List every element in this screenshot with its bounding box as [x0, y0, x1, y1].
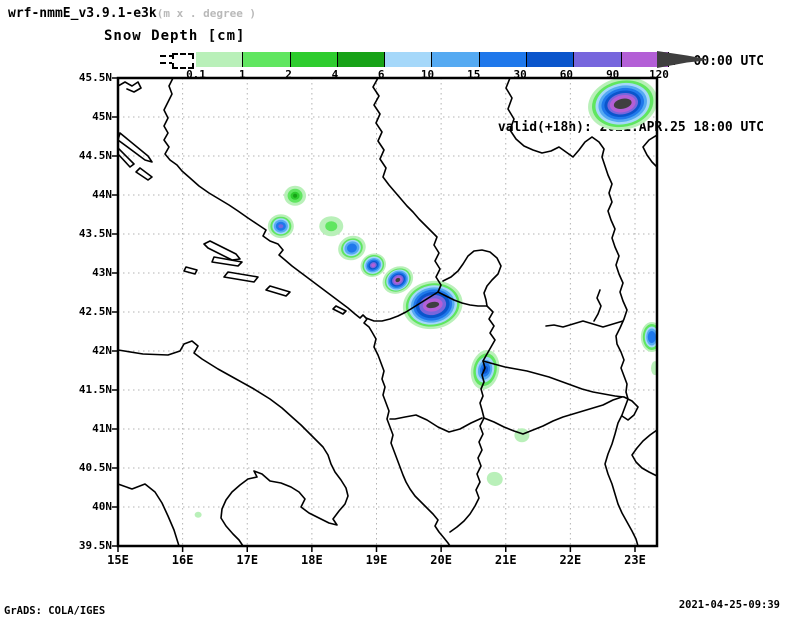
border-right-edge-wiggle — [642, 134, 657, 168]
colorbar-segment — [385, 52, 433, 67]
snow-feature-east-edge-green-dot — [651, 361, 657, 376]
grads-credit: GrADS: COLA/IGES — [4, 605, 106, 617]
island-vis — [183, 266, 198, 275]
island-hvar — [203, 240, 241, 261]
colorbar-segment — [337, 52, 386, 67]
lon-tick-label: 15E — [107, 553, 129, 567]
colorbar-tick-label: 6 — [377, 68, 385, 81]
island-brac — [211, 256, 243, 267]
island-mljet — [332, 305, 347, 315]
coastlines-and-borders — [118, 78, 657, 546]
plot-title: Snow Depth [cm] — [104, 28, 246, 44]
lat-tick-label: 41N — [92, 421, 112, 435]
border-serbia-bulgaria-branch — [545, 320, 624, 328]
colorbar-segment — [432, 52, 480, 67]
lon-tick-label: 18E — [301, 553, 323, 567]
colorbar-segment — [196, 52, 244, 67]
border-greece-macedonia-east — [483, 396, 623, 435]
lon-tick-label: 22E — [559, 553, 582, 567]
border-bulgaria-hook — [621, 396, 639, 421]
island-kvarner-3 — [135, 167, 153, 181]
colorbar-overflow-arrow-icon — [657, 51, 707, 68]
colorbar-segment — [479, 52, 528, 67]
lon-tick-label: 21E — [494, 553, 517, 567]
snow-feature-border-green-dot — [514, 428, 530, 443]
lat-tick-label: 44.5N — [78, 148, 112, 162]
map-plot-area — [112, 76, 659, 552]
border-croatia-bosnia — [372, 78, 442, 293]
model-note: (m x . degree ) — [156, 7, 257, 20]
lon-tick-label: 20E — [430, 553, 452, 567]
border-serbia-north — [505, 78, 639, 546]
colorbar — [196, 52, 669, 67]
border-kosovo-albania-macedonia — [449, 305, 496, 533]
snow-feature-east-edge-maximum — [640, 321, 657, 352]
snow-feature-durmitor-b — [360, 253, 387, 277]
island-peljesac — [265, 285, 291, 297]
snow-feature-italy-green-dot — [194, 511, 202, 518]
colorbar-segment — [290, 52, 338, 67]
border-vertical-stub — [593, 289, 602, 322]
lat-tick-label: 42N — [92, 343, 112, 357]
snow-feature-bosnia-spot-a — [284, 185, 307, 206]
model-title: wrf-nmmE_v3.9.1-e3k(m x . degree ) — [8, 6, 257, 21]
lat-tick-label: 40.5N — [78, 460, 112, 474]
colorbar-tick-label: 1 — [238, 68, 246, 81]
lat-tick-label: 44N — [92, 187, 112, 201]
snow-feature-carpathian-maximum — [588, 78, 657, 131]
lon-tick-label: 17E — [236, 553, 259, 567]
colorbar-segment — [527, 52, 575, 67]
border-greece-albania-west — [389, 414, 483, 433]
border-montenegro-kosovo — [437, 291, 488, 307]
lat-tick-label: 45N — [92, 109, 112, 123]
map-svg — [112, 76, 659, 552]
island-korcula — [223, 271, 259, 283]
coastline-italy — [118, 340, 349, 546]
lat-tick-label: 45.5N — [78, 70, 112, 84]
model-name: wrf-nmmE_v3.9.1-e3k — [8, 6, 157, 21]
lat-tick-label: 42.5N — [78, 304, 112, 318]
island-kvarner-2 — [118, 147, 135, 168]
grid-lines — [118, 78, 657, 546]
snow-feature-durmitor-c — [382, 266, 414, 294]
lon-tick-label: 19E — [365, 553, 388, 567]
lat-tick-label: 39.5N — [78, 538, 112, 552]
coastline-istria — [118, 81, 142, 93]
colorbar-tick-label: 2 — [285, 68, 292, 81]
snow-feature-durmitor-a — [338, 235, 366, 261]
lat-tick-label: 43.5N — [78, 226, 112, 240]
coastline-calabria — [118, 483, 180, 546]
snow-feature-bosnia-spot-b — [267, 214, 294, 239]
snow-feature-pindus-green-dot — [486, 471, 503, 486]
coastline-thermaic-gulf — [631, 429, 657, 477]
island-kvarner-1 — [118, 132, 153, 163]
colorbar-segment — [243, 52, 291, 67]
colorbar-below-min-marker — [160, 53, 194, 69]
creation-timestamp: 2021-04-25-09:39 — [678, 599, 780, 611]
lat-tick-label: 40N — [92, 499, 112, 513]
lon-tick-label: 16E — [171, 553, 194, 567]
axis-tick-marks — [112, 77, 636, 552]
snow-feature-prokletije-maximum — [402, 280, 463, 330]
border-serbia-montenegro — [442, 249, 502, 307]
coastline-adriatic-east — [163, 78, 451, 546]
colorbar-segment — [574, 52, 622, 67]
border-kosovo-macedonia-east — [482, 360, 625, 398]
lon-tick-label: 23E — [624, 553, 646, 567]
border-bosnia-montenegro — [365, 291, 439, 322]
colorbar-tick-label: 4 — [331, 68, 339, 81]
snow-feature-bosnia-soft-green — [319, 216, 344, 237]
lat-tick-label: 43N — [92, 265, 112, 279]
lat-tick-label: 41.5N — [78, 382, 112, 396]
